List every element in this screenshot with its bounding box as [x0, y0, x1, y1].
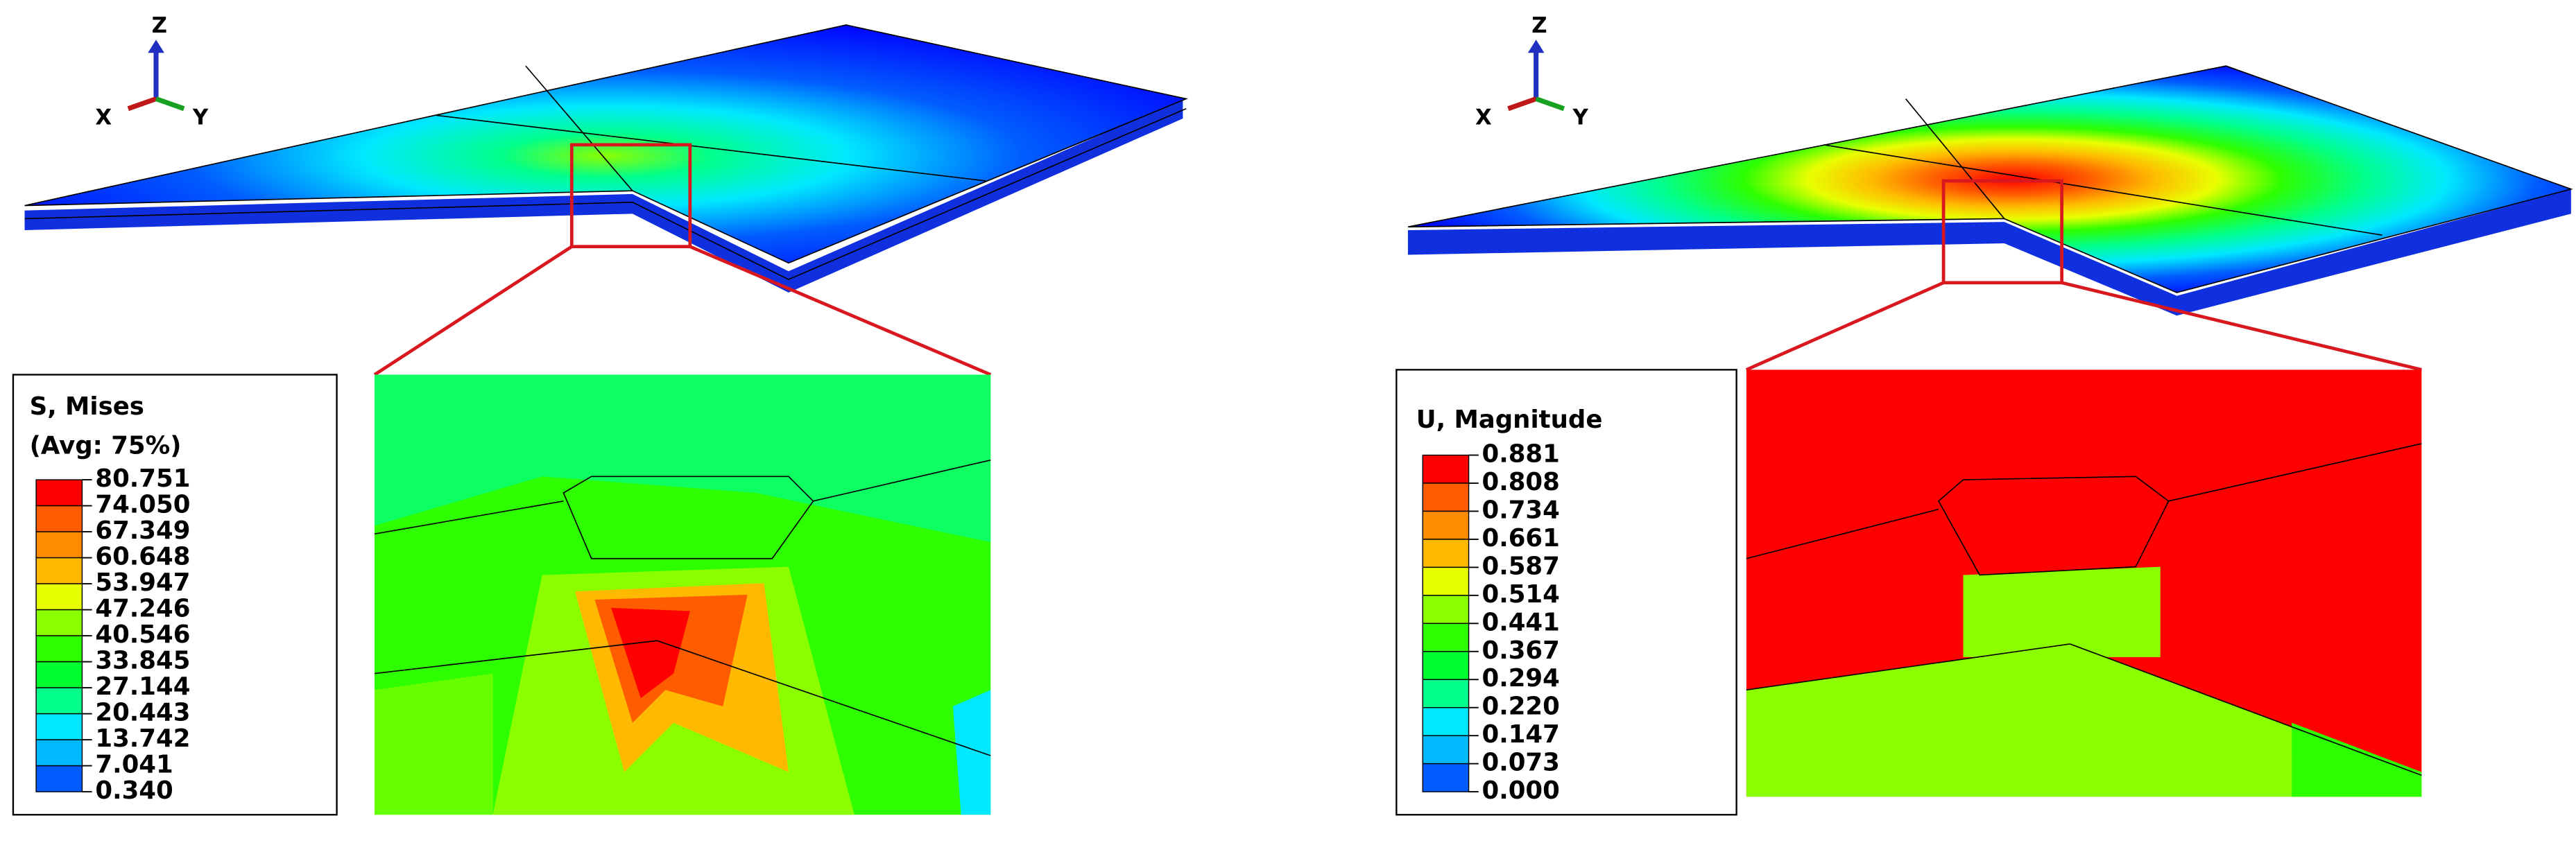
legend-swatch	[35, 505, 83, 532]
legend-swatch	[1422, 763, 1470, 792]
legend-swatch	[35, 479, 83, 507]
legend-swatch	[35, 609, 83, 636]
legend-title: S, Mises	[30, 392, 144, 421]
legend-swatch	[35, 765, 83, 792]
legend-title: (Avg: 75%)	[30, 432, 182, 460]
legend-value: 0.587	[1482, 552, 1559, 580]
legend-swatch	[1422, 482, 1470, 512]
axis-triad: Z X Y	[1475, 13, 1588, 130]
legend-swatch	[35, 661, 83, 688]
legend-title: U, Magnitude	[1416, 406, 1603, 434]
plate-model	[24, 24, 1188, 376]
legend-value: 0.881	[1482, 440, 1559, 469]
axis-triad: Z X Y	[95, 13, 208, 130]
legend-swatch	[1422, 454, 1470, 484]
legend-value: 0.734	[1482, 496, 1559, 524]
zoom-view	[1746, 369, 2422, 797]
axis-x-label: X	[95, 105, 112, 130]
legend-swatch	[1422, 539, 1470, 568]
legend-value: 80.751	[95, 464, 190, 493]
legend-swatch	[35, 583, 83, 611]
legend-swatch	[35, 531, 83, 559]
legend-swatch	[1422, 735, 1470, 765]
legend-swatch	[1422, 595, 1470, 625]
axis-y-label: Y	[1572, 105, 1588, 130]
legend-swatch	[1422, 623, 1470, 652]
legend-value: 0.294	[1482, 664, 1559, 693]
legend-value: 0.661	[1482, 524, 1559, 553]
legend-swatch	[1422, 566, 1470, 596]
legend-swatch	[35, 739, 83, 767]
legend-value: 47.246	[95, 595, 190, 623]
legend-value: 0.147	[1482, 720, 1559, 749]
legend-swatch	[35, 687, 83, 715]
legend-value: 0.441	[1482, 608, 1559, 636]
legend-value: 0.220	[1482, 693, 1559, 721]
legend-value: 0.000	[1482, 776, 1559, 805]
legend-swatch	[1422, 651, 1470, 680]
legend-swatch	[35, 635, 83, 663]
axis-x-label: X	[1475, 105, 1492, 130]
legend-swatch	[1422, 510, 1470, 540]
legend-value: 0.340	[95, 776, 173, 805]
legend-swatch	[35, 713, 83, 740]
legend-value: 0.367	[1482, 636, 1559, 665]
legend-value: 67.349	[95, 516, 190, 545]
legend-value: 13.742	[95, 724, 190, 753]
legend-value: 60.648	[95, 543, 190, 571]
legend-value: 0.073	[1482, 749, 1559, 777]
legend-swatch	[1422, 679, 1470, 708]
plate-model	[1407, 65, 2573, 372]
legend-swatch	[1422, 706, 1470, 736]
zoom-view	[374, 374, 991, 815]
panel-left: Z X Y	[12, 13, 1188, 816]
axis-z-label: Z	[152, 13, 167, 38]
legend: U, Magnitude 0.8810.8080.7340.6610.5870.5…	[1416, 406, 1603, 805]
legend-value: 0.808	[1482, 468, 1559, 496]
legend-value: 40.546	[95, 620, 190, 649]
legend-value: 20.443	[95, 699, 190, 727]
legend-value: 33.845	[95, 647, 190, 675]
legend-value: 7.041	[95, 751, 173, 779]
legend-swatch	[35, 557, 83, 584]
axis-z-label: Z	[1531, 13, 1547, 38]
legend-value: 27.144	[95, 672, 190, 701]
legend-value: 74.050	[95, 491, 190, 519]
axis-y-label: Y	[192, 105, 209, 130]
legend: S, Mises (Avg: 75%) 80.75174.05067.34960.6…	[30, 392, 191, 805]
legend-value: 0.514	[1482, 580, 1559, 609]
legend-value: 53.947	[95, 568, 190, 597]
